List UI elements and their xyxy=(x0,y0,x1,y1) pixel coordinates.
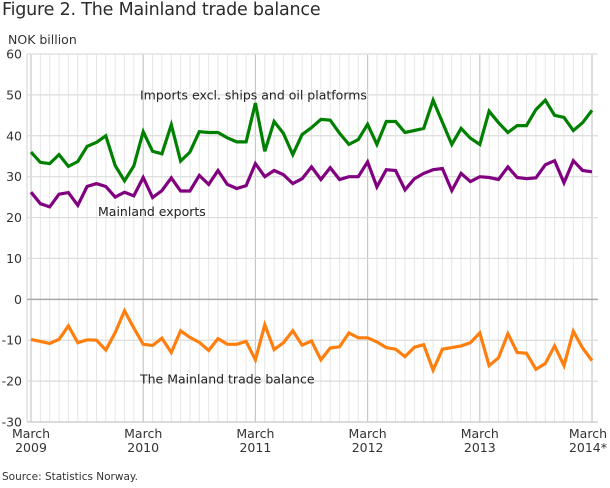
y-tick-label: 10 xyxy=(6,251,22,266)
series-lines xyxy=(29,95,594,375)
y-tick-label: -30 xyxy=(2,415,22,430)
vertical-gridlines xyxy=(26,54,593,422)
horizontal-gridlines xyxy=(27,53,598,423)
x-tick-label-year: 2013 xyxy=(464,440,496,455)
y-axis-ticks: 60 50 40 30 20 10 0 -10 -20 -30 xyxy=(2,47,22,430)
series-label-imports-excl-ships-and-oil-platforms: Imports excl. ships and oil platforms xyxy=(140,87,367,102)
x-tick-label-month: March xyxy=(569,426,607,441)
x-tick-label-month: March xyxy=(124,426,162,441)
y-tick-label: 60 xyxy=(6,47,22,62)
series-label-the-mainland-trade-balance: The Mainland trade balance xyxy=(139,372,315,387)
y-tick-label: 50 xyxy=(6,87,22,102)
x-axis-ticks: March2009March2010March2011March2012Marc… xyxy=(12,426,607,455)
x-tick-label-year: 2014* xyxy=(569,440,607,455)
y-tick-label: -10 xyxy=(2,333,22,348)
x-tick-label-month: March xyxy=(12,426,50,441)
series-line-mainland-exports xyxy=(29,157,593,209)
y-axis-label: NOK billion xyxy=(8,32,77,47)
x-tick-label-month: March xyxy=(461,426,499,441)
x-tick-label-year: 2009 xyxy=(15,440,47,455)
y-tick-label: 30 xyxy=(6,169,22,184)
x-tick-label-year: 2011 xyxy=(239,440,271,455)
x-tick-label-year: 2012 xyxy=(352,440,384,455)
chart-title: Figure 2. The Mainland trade balance xyxy=(2,0,321,20)
x-tick-label-month: March xyxy=(236,426,274,441)
y-tick-label: 0 xyxy=(14,292,22,307)
source-note: Source: Statistics Norway. xyxy=(2,471,138,483)
y-tick-label: -20 xyxy=(2,374,22,389)
x-tick-label-month: March xyxy=(349,426,387,441)
series-labels: Imports excl. ships and oil platforms Mai… xyxy=(98,87,367,386)
series-line-the-mainland-trade-balance xyxy=(30,307,594,375)
y-tick-label: 40 xyxy=(6,128,22,143)
series-label-mainland-exports: Mainland exports xyxy=(98,204,206,219)
y-tick-label: 20 xyxy=(6,210,22,225)
series-line-imports-excl-ships-and-oil-platforms xyxy=(29,95,594,184)
x-tick-label-year: 2010 xyxy=(127,440,159,455)
